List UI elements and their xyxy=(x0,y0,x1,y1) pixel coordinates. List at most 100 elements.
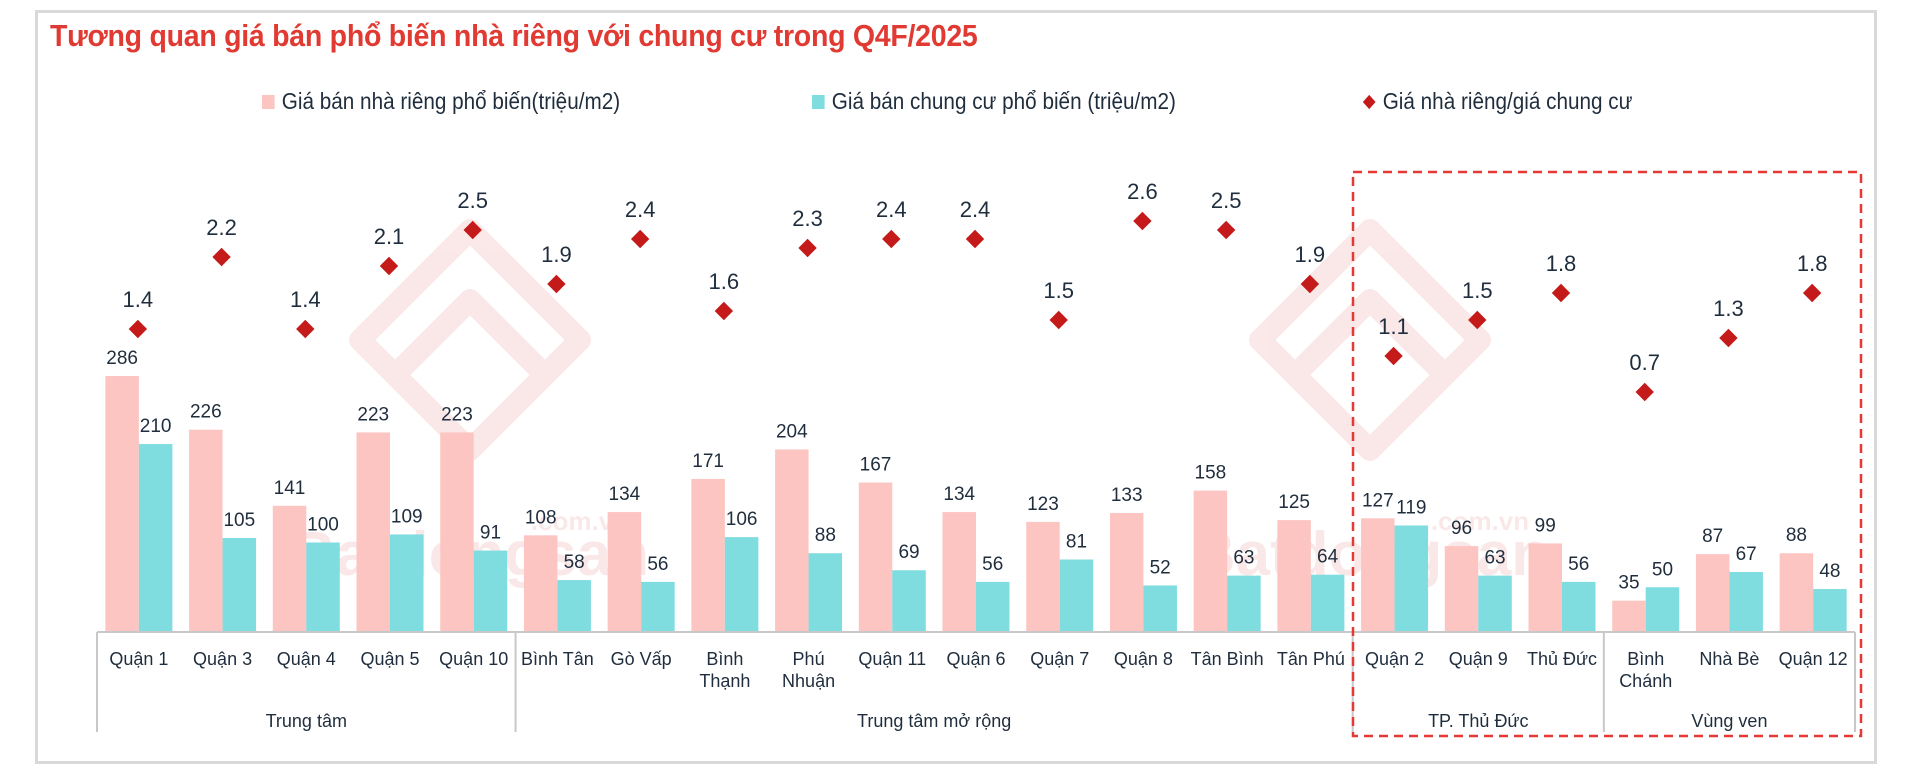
category-label: Thủ Đức xyxy=(1527,649,1597,669)
bar-value-label: 105 xyxy=(223,510,255,531)
bar-value-label: 127 xyxy=(1362,490,1394,511)
bar-value-label: 81 xyxy=(1066,532,1087,553)
bar-value-label: 119 xyxy=(1396,497,1426,518)
category-label: Quận 11 xyxy=(858,649,926,669)
ratio-diamond-marker xyxy=(1635,382,1654,402)
ratio-diamond-marker xyxy=(965,229,985,249)
legend-square-icon xyxy=(262,94,275,109)
group-label: Trung tâm xyxy=(266,711,347,731)
bar-apartment-price xyxy=(473,550,508,632)
bar-value-label: 125 xyxy=(1278,492,1310,513)
chart-frame xyxy=(35,10,1877,764)
category-label: Quận 2 xyxy=(1365,649,1424,669)
ratio-diamond-marker xyxy=(1384,346,1403,366)
bar-house-price xyxy=(1612,600,1646,632)
ratio-value-label: 2.4 xyxy=(876,197,907,222)
bar-house-price xyxy=(691,478,725,632)
bar-apartment-price xyxy=(1729,572,1763,632)
bar-value-label: 167 xyxy=(860,455,892,476)
ratio-value-label: 1.9 xyxy=(541,242,572,267)
category-label: Quận 5 xyxy=(360,649,419,669)
ratio-diamond-marker xyxy=(128,319,148,339)
bar-house-price xyxy=(523,535,558,632)
bar-value-label: 204 xyxy=(776,421,808,442)
bar-house-price xyxy=(1026,521,1060,632)
bar-value-label: 56 xyxy=(1568,554,1589,575)
category-label: Phú Nhuận xyxy=(782,649,835,691)
bar-value-label: 48 xyxy=(1819,561,1840,582)
bar-value-label: 223 xyxy=(357,404,389,425)
legend-label: Giá nhà riêng/giá chung cư xyxy=(1382,88,1633,114)
bar-value-label: 286 xyxy=(106,348,138,369)
category-label: Quận 6 xyxy=(946,649,1005,669)
ratio-value-label: 0.7 xyxy=(1629,350,1660,375)
bar-house-price xyxy=(1528,543,1562,632)
bar-apartment-price xyxy=(1813,589,1847,632)
category-label: Bình Thạnh xyxy=(699,649,750,691)
bar-house-price xyxy=(1193,490,1228,632)
bar-value-label: 50 xyxy=(1652,559,1673,580)
highlight-dashed-box xyxy=(1351,170,1863,738)
ratio-diamond-marker xyxy=(1216,220,1236,240)
legend-label: Giá bán nhà riêng phổ biến(triệu/m2) xyxy=(281,88,621,114)
ratio-value-label: 1.8 xyxy=(1797,251,1828,276)
bar-value-label: 88 xyxy=(815,525,836,546)
legend-item-price-ratio: Giá nhà riêng/giá chung cư xyxy=(1362,88,1632,115)
bar-apartment-price xyxy=(138,444,173,632)
bar-value-label: 134 xyxy=(943,484,975,505)
bar-house-price xyxy=(858,482,893,632)
ratio-series: 1.4 2.2 1.4 2.1 2.5 1.9 2.4 1.6 2.3 2.4 2.4 1.5 2.6 2… xyxy=(123,179,1828,402)
bar-value-label: 63 xyxy=(1233,548,1254,569)
category-label: Quận 1 xyxy=(109,649,168,669)
category-label: Gò Vấp xyxy=(611,649,672,669)
bar-value-label: 223 xyxy=(441,404,473,425)
category-label: Quận 3 xyxy=(193,649,252,669)
bar-house-price xyxy=(942,512,976,632)
bar-value-label: 91 xyxy=(480,523,501,544)
bar-value-label: 87 xyxy=(1702,526,1723,547)
bar-house-price xyxy=(272,505,307,632)
bar-value-label: 99 xyxy=(1535,515,1556,536)
bar-apartment-price xyxy=(1394,525,1429,632)
category-axis: Trung tâm Trung tâm mở rộng TP. Thủ Đức Vùn… xyxy=(96,631,1856,732)
legend-label: Giá bán chung cư phổ biến (triệu/m2) xyxy=(831,88,1176,114)
ratio-value-label: 2.5 xyxy=(1211,188,1242,213)
bar-apartment-price xyxy=(1310,574,1345,632)
ratio-diamond-marker xyxy=(882,229,901,249)
ratio-diamond-marker xyxy=(296,319,315,339)
category-label: Quận 7 xyxy=(1030,649,1089,669)
bar-value-label: 35 xyxy=(1618,573,1639,594)
ratio-value-label: 1.4 xyxy=(290,287,321,312)
bar-apartment-price xyxy=(724,537,759,632)
ratio-diamond-marker xyxy=(1719,328,1738,348)
category-label: Quận 4 xyxy=(277,649,336,669)
bar-house-price xyxy=(1695,554,1730,632)
category-label: Nhà Bè xyxy=(1699,649,1759,669)
ratio-value-label: 2.6 xyxy=(1127,179,1158,204)
bar-apartment-price xyxy=(390,534,424,632)
bar-house-price xyxy=(1109,512,1144,632)
ratio-value-label: 1.5 xyxy=(1462,278,1493,303)
ratio-diamond-marker xyxy=(1802,283,1822,303)
bar-value-label: 226 xyxy=(190,402,222,423)
bar-value-label: 56 xyxy=(647,554,668,575)
ratio-value-label: 1.6 xyxy=(709,269,740,294)
ratio-diamond-marker xyxy=(379,256,399,276)
bar-house-price xyxy=(189,429,223,632)
ratio-diamond-marker xyxy=(1133,211,1152,231)
category-label: Tân Bình xyxy=(1191,649,1264,669)
bar-value-label: 108 xyxy=(525,507,557,528)
ratio-diamond-marker xyxy=(463,220,482,240)
ratio-value-label: 2.3 xyxy=(792,206,823,231)
bar-house-price xyxy=(1277,520,1311,632)
bar-value-label: 63 xyxy=(1484,548,1505,569)
category-label: Quận 9 xyxy=(1449,649,1508,669)
ratio-value-label: 2.5 xyxy=(457,188,488,213)
svg-text:.com.vn: .com.vn xyxy=(1431,506,1529,536)
ratio-value-label: 2.2 xyxy=(206,215,237,240)
chart-title: Tương quan giá bán phổ biến nhà riêng vớ… xyxy=(50,18,978,53)
ratio-value-label: 1.4 xyxy=(123,287,154,312)
ratio-diamond-marker xyxy=(212,247,231,267)
bar-house-price xyxy=(1779,553,1814,632)
